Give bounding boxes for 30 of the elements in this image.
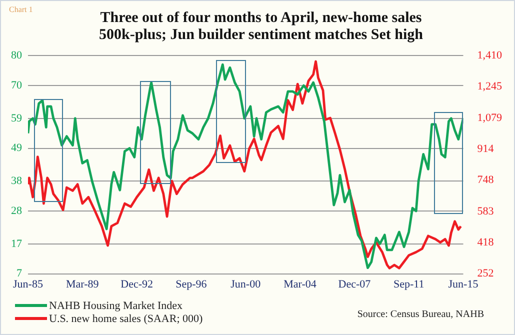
y2-tick-label: 748	[477, 174, 494, 186]
y-tick-label: 38	[11, 175, 22, 188]
x-tick-label: Mar-89	[66, 278, 100, 290]
y2-tick-label: 583	[477, 205, 494, 218]
y-tick-label: 49	[11, 142, 22, 154]
y-tick-label: 17	[11, 238, 22, 250]
y-tick-label: 70	[11, 79, 22, 92]
y-tick-label: 7	[16, 268, 22, 280]
y2-tick-label: 1,410	[477, 49, 502, 62]
y-tick-label: 28	[11, 204, 22, 217]
x-tick-label: Sep-11	[393, 278, 424, 290]
chart-title: Three out of four months to April, new-home sales 500k-plus; Jun builder sentiment matches Set high	[98, 10, 424, 44]
x-tick-label: Dec-92	[120, 278, 153, 290]
y2-tick-label: 252	[477, 268, 494, 280]
y2-tick-label: 1,245	[477, 80, 502, 93]
y-tick-label: 80	[11, 49, 22, 62]
y2-tick-label: 418	[477, 236, 494, 248]
x-tick-label: Jun-00	[230, 278, 262, 290]
x-tick-label: Dec-07	[338, 278, 372, 290]
x-tick-label: Sep-96	[176, 278, 208, 290]
legend-label: U.S. new home sales (SAAR; 000)	[49, 312, 203, 324]
x-tick-label: Mar-04	[284, 278, 317, 290]
y2-tick-label: 1,079	[477, 112, 502, 124]
source-note: Source: Census Bureau, NAHB	[357, 309, 484, 320]
caption: Chart 1	[9, 5, 33, 14]
x-tick-label: Jun-85	[13, 278, 44, 290]
x-tick-label: Jun-15	[448, 278, 479, 290]
y-tick-label: 59	[11, 112, 22, 124]
y2-tick-label: 914	[477, 142, 494, 155]
legend-label: NAHB Housing Market Index	[49, 300, 183, 312]
